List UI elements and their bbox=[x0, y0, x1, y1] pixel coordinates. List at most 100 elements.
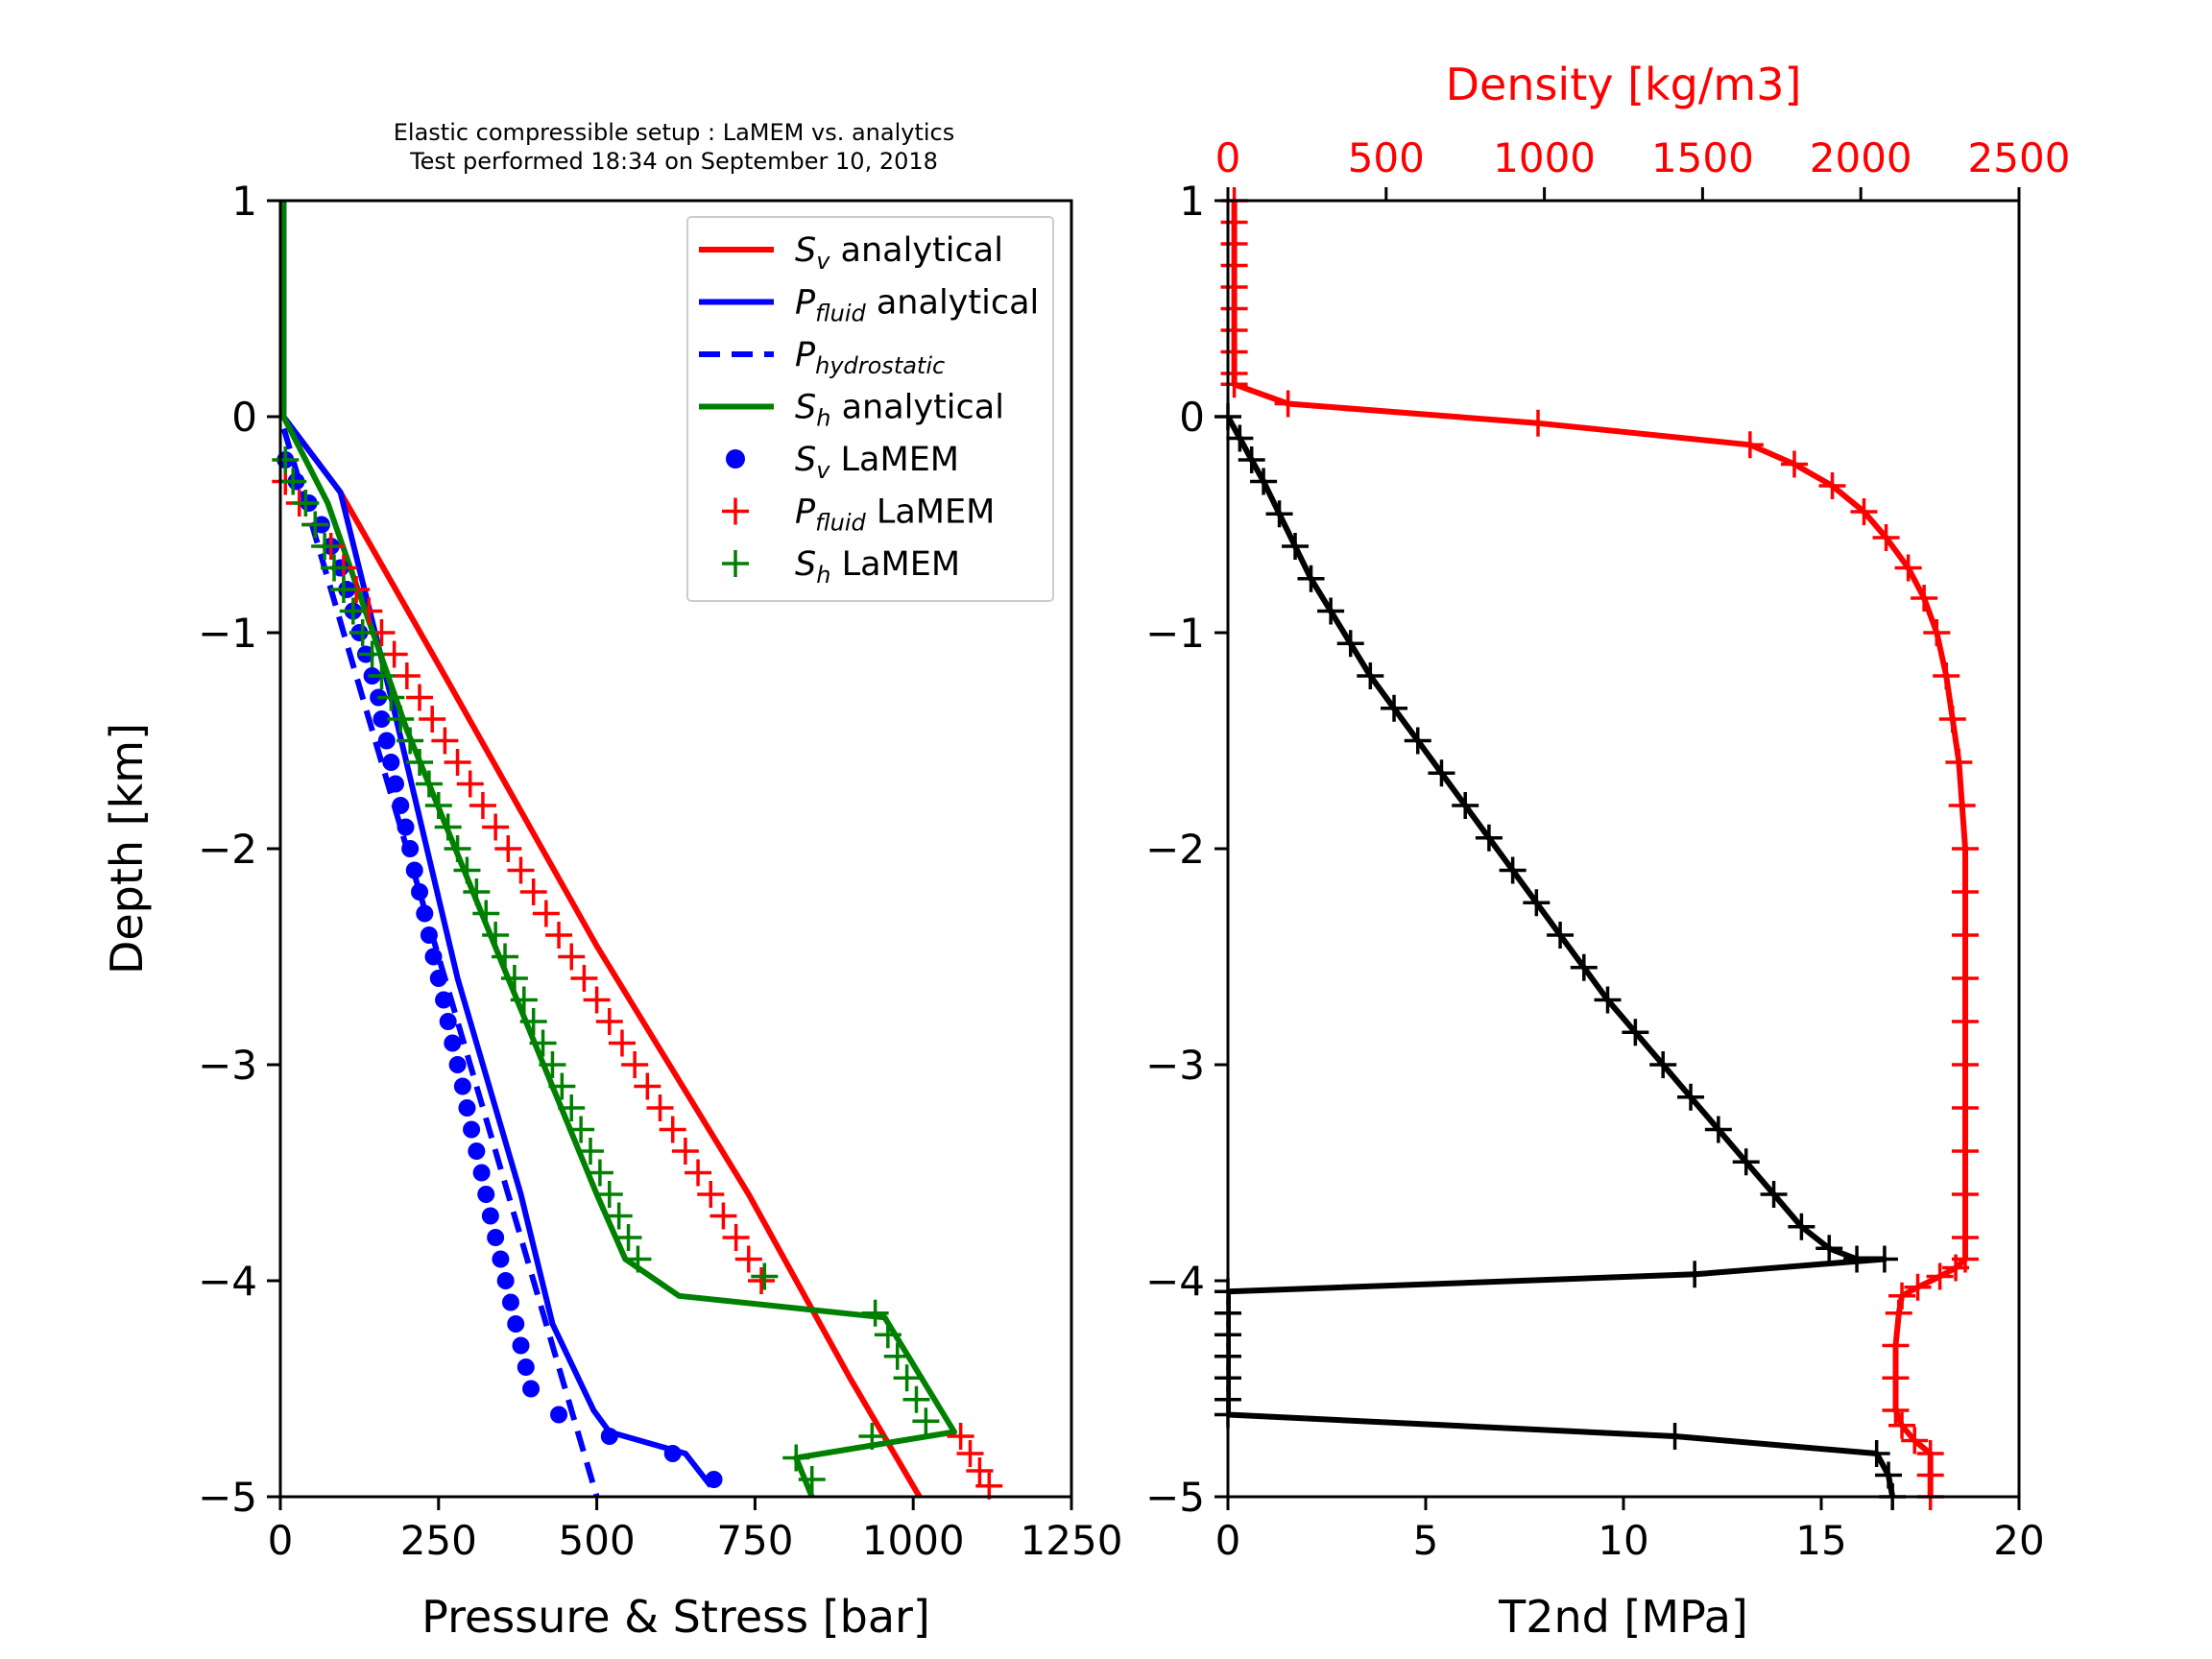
series-plus-point bbox=[377, 684, 405, 711]
legend-label-text: LaMEM bbox=[866, 493, 996, 532]
legend-label-subscript: h bbox=[816, 405, 830, 432]
series-plus-point bbox=[1882, 1332, 1910, 1359]
x-tick-label: 250 bbox=[400, 1517, 477, 1564]
series-plus-point bbox=[519, 878, 547, 905]
left-axis-ticks: 0 250 500 750 1000 1250 1 0 −1 −2 −3 −4 −5 bbox=[198, 178, 1122, 1564]
legend-swatch-plus bbox=[722, 497, 749, 525]
series-plus-point bbox=[1681, 1261, 1709, 1288]
series-plus-point bbox=[1888, 1282, 1916, 1310]
series-plus-point bbox=[482, 922, 510, 949]
series-plus-point bbox=[583, 986, 611, 1014]
series-plus-point bbox=[975, 1472, 1003, 1500]
series-dot-point bbox=[496, 1272, 515, 1289]
y-tick-label: −5 bbox=[1145, 1474, 1205, 1521]
series-plus-point bbox=[722, 1224, 750, 1251]
series-plus-point bbox=[1882, 1364, 1910, 1392]
series-plus-point bbox=[798, 1466, 826, 1493]
top-x-tick-label: 2500 bbox=[1968, 134, 2071, 181]
series-plus-point bbox=[747, 1267, 775, 1294]
series-plus-point bbox=[1945, 749, 1973, 776]
series-plus-point bbox=[1499, 856, 1527, 884]
series-plus-point bbox=[634, 1072, 661, 1100]
series-dot-point bbox=[453, 1077, 471, 1095]
series-plus-point bbox=[507, 856, 535, 884]
series-plus-point bbox=[567, 1116, 595, 1143]
series-dot-point bbox=[382, 754, 400, 771]
series-plus-point bbox=[393, 662, 421, 689]
series-plus-point bbox=[858, 1423, 886, 1450]
x-tick-label: 500 bbox=[559, 1517, 636, 1564]
series-plus-point bbox=[558, 943, 586, 971]
series-plus-point bbox=[1677, 1083, 1705, 1111]
legend-label: Sh LaMEM bbox=[795, 545, 960, 589]
series-plus-point bbox=[1649, 1051, 1677, 1078]
series-plus-point bbox=[624, 1245, 652, 1273]
top-x-tick-label: 500 bbox=[1348, 134, 1425, 181]
series-plus-point bbox=[545, 922, 573, 949]
y-tick-label: −2 bbox=[198, 826, 257, 873]
left-title-line1: Elastic compressible setup : LaMEM vs. a… bbox=[394, 119, 955, 146]
x-tick-label: 1000 bbox=[862, 1517, 965, 1564]
series-plus-point bbox=[444, 749, 471, 776]
series-plus-point bbox=[608, 1029, 636, 1057]
y-tick-label: 1 bbox=[231, 178, 257, 225]
series-dot-point bbox=[435, 991, 453, 1009]
series-dot-point bbox=[420, 926, 438, 944]
series-dot-point bbox=[377, 732, 396, 750]
series-plus-point bbox=[1863, 1440, 1890, 1467]
series-line-sh-analytical bbox=[280, 201, 957, 1497]
x-tick-label: 5 bbox=[1413, 1517, 1439, 1564]
series-plus-point bbox=[321, 554, 349, 582]
series-dot-point bbox=[416, 904, 434, 923]
series-plus-point bbox=[368, 662, 396, 689]
series-plus-point bbox=[1894, 554, 1922, 582]
y-tick-label: −1 bbox=[1145, 610, 1205, 657]
series-dot-point bbox=[507, 1315, 525, 1333]
series-plus-point bbox=[1933, 662, 1960, 689]
series-plus-point bbox=[1951, 878, 1979, 905]
legend-label: Pfluid LaMEM bbox=[795, 493, 995, 537]
legend-label-symbol: S bbox=[795, 441, 816, 479]
series-dot-point bbox=[439, 1013, 457, 1030]
series-plus-point bbox=[1951, 1094, 1979, 1121]
legend-label: Sh analytical bbox=[795, 389, 1004, 432]
series-plus-point bbox=[1843, 1245, 1871, 1273]
series-plus-point bbox=[734, 1245, 762, 1273]
series-plus-point bbox=[349, 619, 376, 646]
series-plus-point bbox=[329, 576, 357, 603]
y-tick-label: −2 bbox=[1145, 826, 1205, 873]
legend-box bbox=[686, 216, 1054, 602]
series-plus-point bbox=[406, 684, 434, 711]
series-plus-point bbox=[605, 1202, 633, 1230]
x-tick-label: 750 bbox=[716, 1517, 793, 1564]
series-plus-point bbox=[1911, 585, 1938, 612]
series-plus-point bbox=[1923, 619, 1951, 646]
series-plus-point bbox=[424, 792, 452, 819]
legend-label: Sv analytical bbox=[795, 231, 1003, 275]
series-plus-point bbox=[434, 813, 462, 841]
series-plus-point bbox=[494, 835, 522, 862]
series-dot-point bbox=[487, 1229, 505, 1246]
series-dot-point bbox=[522, 1380, 541, 1398]
series-plus-point bbox=[1381, 694, 1408, 722]
series-plus-point bbox=[874, 1321, 902, 1349]
series-plus-point bbox=[1475, 824, 1503, 852]
series-plus-point bbox=[1951, 1138, 1979, 1165]
series-plus-point bbox=[595, 1008, 623, 1035]
series-dot-point bbox=[501, 1293, 519, 1311]
y-tick-label: 0 bbox=[1179, 394, 1205, 441]
series-plus-point bbox=[1951, 922, 1979, 949]
series-plus-point bbox=[482, 813, 510, 841]
series-dot-point bbox=[472, 1164, 491, 1182]
legend-label: Phydrostatic bbox=[795, 336, 945, 379]
series-plus-point bbox=[1547, 922, 1575, 949]
series-dot-point bbox=[386, 775, 404, 793]
right-top-xlabel: Density [kg/m3] bbox=[1446, 59, 1802, 110]
series-plus-point bbox=[1815, 1235, 1843, 1262]
series-plus-point bbox=[1220, 371, 1248, 398]
series-dot-point bbox=[373, 710, 391, 728]
legend-label-text: LaMEM bbox=[830, 441, 959, 479]
series-dot-point bbox=[448, 1056, 467, 1073]
series-plus-point bbox=[1872, 524, 1900, 551]
